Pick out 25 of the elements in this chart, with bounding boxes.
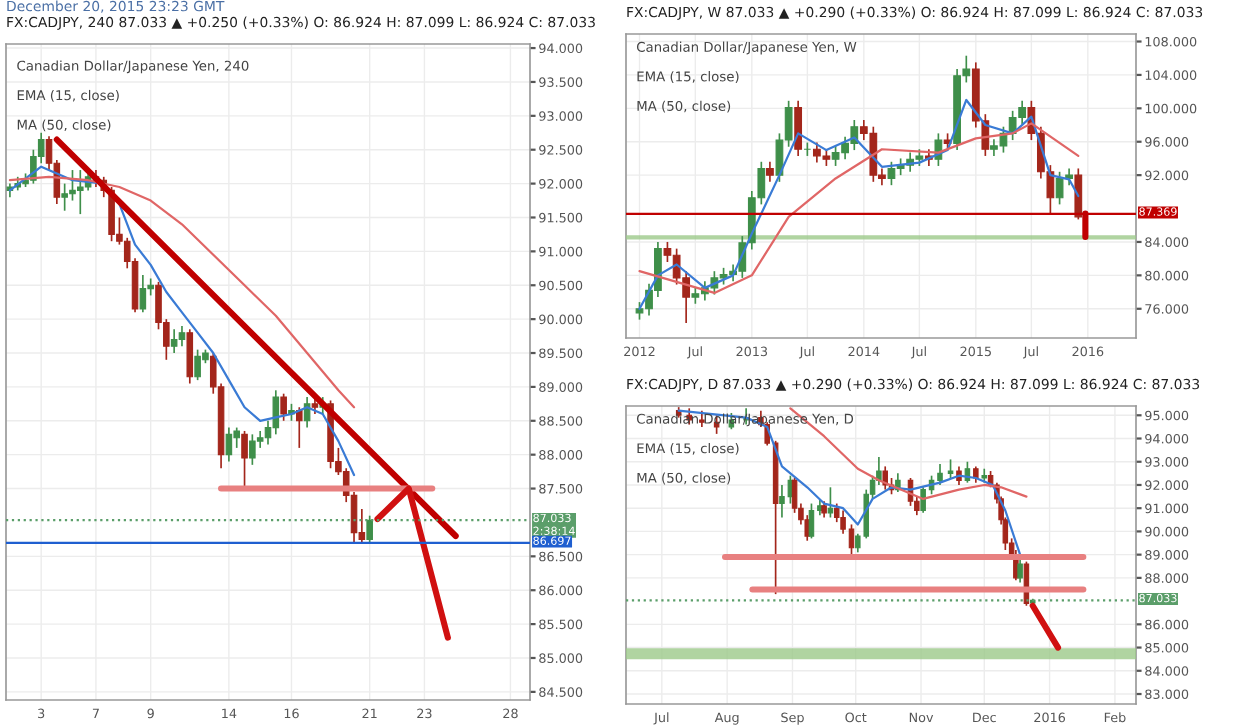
candlestick bbox=[241, 430, 248, 490]
candlestick bbox=[947, 458, 954, 479]
candlestick bbox=[937, 463, 943, 486]
candlestick bbox=[178, 325, 186, 348]
candlestick bbox=[186, 328, 194, 385]
candlestick bbox=[295, 406, 303, 449]
candlestick bbox=[808, 502, 815, 540]
candlestick bbox=[170, 328, 178, 354]
candlestick bbox=[1017, 558, 1023, 584]
candlestick bbox=[249, 433, 256, 466]
candlestick bbox=[779, 484, 785, 519]
candlestick bbox=[848, 523, 855, 556]
candlestick bbox=[1055, 170, 1064, 206]
candlestick bbox=[225, 426, 233, 463]
candlestick bbox=[766, 160, 774, 183]
line-series bbox=[8, 175, 356, 409]
candlestick bbox=[366, 514, 373, 544]
line-series bbox=[8, 165, 356, 477]
candlestick bbox=[139, 274, 147, 314]
candlestick bbox=[920, 486, 926, 514]
candlestick bbox=[61, 182, 68, 212]
candlestick bbox=[77, 169, 84, 215]
candlestick bbox=[794, 99, 803, 157]
candlestick bbox=[194, 348, 201, 381]
candlestick bbox=[280, 392, 287, 422]
